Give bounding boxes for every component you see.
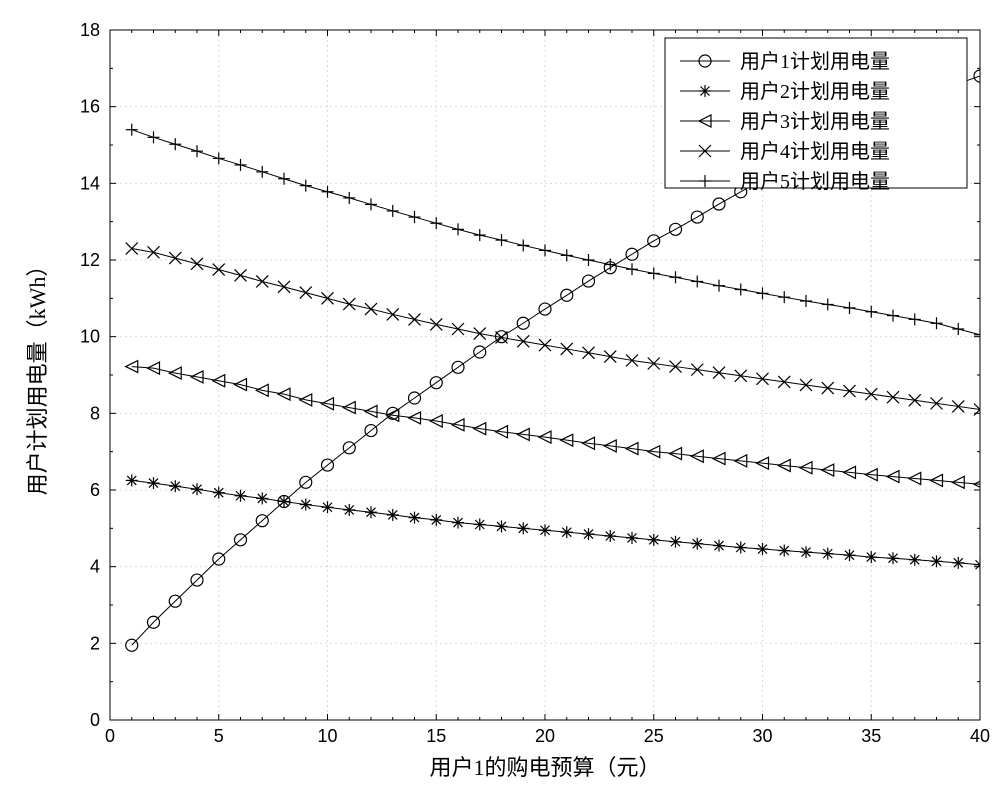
y-tick-label: 14 — [80, 173, 100, 193]
x-tick-label: 0 — [105, 726, 115, 746]
legend: 用户1计划用电量用户2计划用电量用户3计划用电量用户4计划用电量用户5计划用电量 — [665, 38, 967, 193]
legend-item-label: 用户5计划用电量 — [740, 170, 890, 193]
x-axis-label: 用户1的购电预算（元） — [429, 755, 660, 780]
y-tick-label: 0 — [90, 710, 100, 730]
x-tick-label: 10 — [317, 726, 337, 746]
y-axis-label: 用户计划用电量（kWh） — [25, 255, 50, 496]
y-tick-label: 4 — [90, 557, 100, 577]
legend-item-label: 用户3计划用电量 — [740, 110, 890, 133]
x-tick-label: 5 — [214, 726, 224, 746]
y-tick-label: 2 — [90, 633, 100, 653]
y-tick-label: 12 — [80, 250, 100, 270]
y-tick-label: 8 — [90, 403, 100, 423]
y-tick-label: 18 — [80, 20, 100, 40]
legend-item-label: 用户1计划用电量 — [740, 50, 890, 73]
x-tick-label: 25 — [644, 726, 664, 746]
chart-svg: 0 5 10 15 20 25 30 35 40 0 2 4 6 8 10 12 14 16 18 用户1的购电预算（… — [0, 0, 1000, 809]
y-tick-label: 10 — [80, 327, 100, 347]
chart-container: 0 5 10 15 20 25 30 35 40 0 2 4 6 8 10 12 14 16 18 用户1的购电预算（… — [0, 0, 1000, 809]
x-tick-label: 20 — [535, 726, 555, 746]
legend-item-label: 用户4计划用电量 — [740, 140, 890, 163]
x-tick-label: 30 — [752, 726, 772, 746]
y-tick-label: 16 — [80, 97, 100, 117]
legend-item-label: 用户2计划用电量 — [740, 80, 890, 103]
x-tick-label: 40 — [970, 726, 990, 746]
x-tick-label: 15 — [426, 726, 446, 746]
y-tick-label: 6 — [90, 480, 100, 500]
x-tick-label: 35 — [861, 726, 881, 746]
